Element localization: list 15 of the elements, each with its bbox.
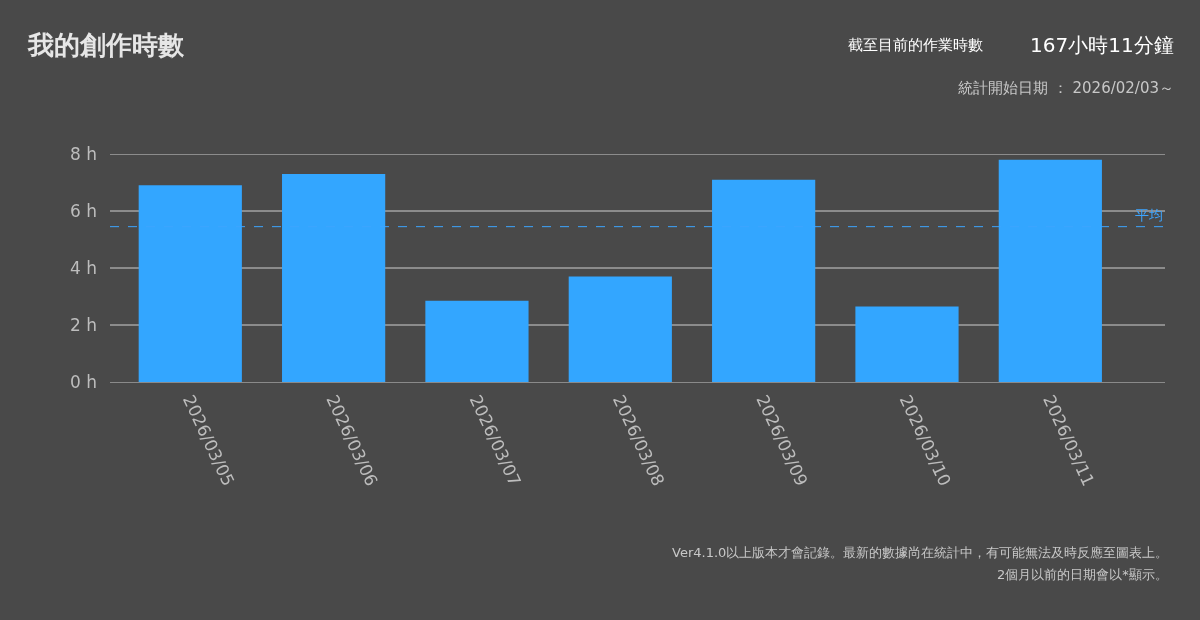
chart-title: 我的創作時數 [27, 30, 185, 61]
text: 167小時11分鐘 [1030, 33, 1174, 57]
y-tick-label: 4 h [70, 257, 97, 278]
y-tick-label: 0 h [70, 371, 97, 392]
y-tick-label: 6 h [70, 200, 97, 221]
bar [855, 306, 959, 382]
y-tick-label: 2 h [70, 314, 97, 335]
text: 截至目前的作業時數 [848, 36, 983, 54]
text: 統計開始日期 ： 2026/02/03～ [958, 79, 1174, 97]
bar [425, 300, 529, 382]
text: Ver4.1.0以上版本才會記錄。最新的數據尚在統計中，有可能無法及時反應至圖表上。 [672, 545, 1169, 560]
ref-line-label: 平均 [1135, 207, 1163, 223]
text: 2個月以前的日期會以*顯示。 [997, 567, 1168, 582]
y-tick-label: 8 h [70, 143, 97, 164]
bar [568, 276, 672, 382]
